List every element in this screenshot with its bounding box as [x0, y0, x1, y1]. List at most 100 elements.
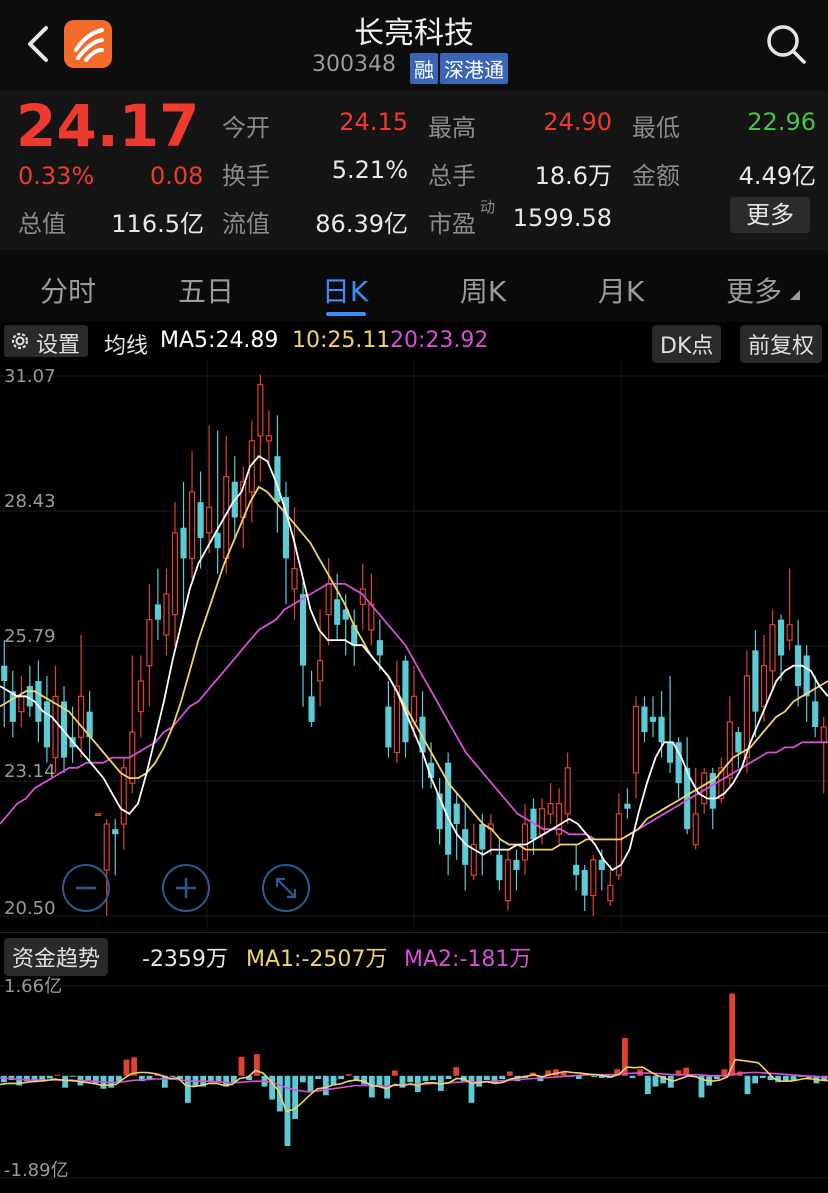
tab-intraday[interactable]: 分时 [39, 275, 96, 308]
candle-body [496, 854, 503, 881]
fund-bar [514, 1075, 521, 1082]
fund-bar [652, 1075, 659, 1087]
candle-body [308, 696, 315, 722]
candle [769, 609, 776, 692]
candle-body [257, 384, 264, 437]
candle [171, 502, 179, 646]
fund-bar [138, 1075, 145, 1082]
candle [803, 645, 810, 722]
fund-bar [269, 1075, 276, 1100]
zoom-out-button[interactable] [62, 864, 110, 912]
candle-body [163, 593, 170, 636]
candle-body [274, 456, 281, 503]
fund-bar [353, 1075, 360, 1081]
tab-weekly-k[interactable]: 周K [459, 275, 507, 308]
zoom-in-button[interactable] [162, 864, 210, 912]
fund-bar [468, 1075, 475, 1103]
candle-body [777, 619, 785, 656]
candle [795, 619, 802, 707]
tab-daily-k[interactable]: 日K [321, 275, 369, 308]
fund-bar [499, 1075, 506, 1080]
candle-body [709, 772, 716, 809]
tab-monthly-k[interactable]: 月K [597, 275, 645, 308]
candle-body [180, 527, 187, 559]
fund-bar [115, 1075, 122, 1083]
candle [632, 696, 640, 799]
candle [453, 793, 460, 860]
candle-body [18, 695, 25, 713]
fund-bar [545, 1070, 552, 1076]
fund-flow-chart[interactable]: 1.66亿 -1.89亿 [0, 972, 828, 1193]
candle-body [752, 650, 759, 712]
candle [180, 481, 187, 615]
fund-bars [0, 993, 828, 1147]
fullscreen-button[interactable] [262, 864, 310, 912]
y-tick-label: 23.14 [4, 761, 56, 782]
ma10-line [0, 485, 828, 851]
candle-body [402, 660, 409, 743]
candle [607, 864, 614, 906]
fund-bar [299, 1075, 306, 1083]
settings-button[interactable]: 设置 [4, 325, 88, 358]
low-label: 最低 [632, 114, 680, 142]
fund-bar [169, 1075, 176, 1077]
fund-bar [184, 1075, 191, 1103]
candle-body [112, 829, 119, 835]
candle-body [615, 813, 622, 876]
active-tab-indicator [326, 312, 366, 316]
fund-bar [821, 1075, 828, 1082]
search-icon[interactable] [764, 22, 808, 66]
candle-body [726, 721, 733, 779]
candle [436, 778, 443, 845]
fund-ma1-line [0, 1058, 828, 1113]
stock-name: 长亮科技 [354, 16, 474, 51]
candle [513, 849, 520, 891]
fund-bar [322, 1075, 329, 1096]
candle [445, 752, 452, 876]
candle [427, 742, 435, 789]
back-icon[interactable] [24, 24, 52, 64]
candle [692, 767, 699, 850]
fund-bar [698, 1075, 705, 1098]
candle-body [470, 843, 477, 876]
quote-panel [0, 90, 828, 250]
pe-label: 市盈 [428, 210, 476, 238]
candle-body [419, 716, 426, 753]
candle-body [692, 813, 699, 846]
fund-ma2-value: MA2:-181万 [404, 947, 532, 972]
fund-grid [0, 985, 828, 1179]
candle [368, 573, 375, 646]
stock-code: 300348 [312, 52, 396, 77]
dk-point-button[interactable]: DK点 [652, 325, 722, 363]
candle [812, 675, 819, 738]
mktcap-label: 总值 [18, 210, 66, 238]
tab-more[interactable]: 更多 [725, 275, 782, 308]
price-adjust-button[interactable]: 前复权 [740, 325, 823, 363]
fund-bar [407, 1075, 414, 1083]
candle [188, 451, 196, 579]
more-button[interactable]: 更多 [730, 197, 810, 233]
candle-body [9, 691, 16, 722]
fund-bar [85, 1075, 92, 1081]
fund-bar [230, 1075, 237, 1084]
candle-body [393, 685, 401, 754]
candle [282, 481, 290, 605]
candle [197, 471, 204, 569]
kline-chart[interactable]: 31.07 28.43 25.79 23.14 20.50 [0, 360, 828, 932]
candle-body [556, 803, 563, 835]
candle-body [564, 767, 571, 815]
fund-trend-button[interactable]: 资金趋势 [4, 938, 109, 976]
tab-five-day[interactable]: 五日 [177, 275, 234, 308]
candle-body [43, 701, 51, 748]
fund-bar [644, 1075, 651, 1095]
gear-icon [11, 332, 29, 350]
fund-bar [161, 1075, 168, 1088]
app-logo-icon [64, 20, 112, 68]
expand-icon [275, 877, 297, 899]
fund-bar [399, 1075, 406, 1088]
candle-body [299, 594, 307, 666]
candle-body [146, 619, 153, 667]
kline-ma-lines [0, 455, 828, 872]
candle-body [820, 726, 827, 743]
fund-bar [767, 1075, 774, 1081]
